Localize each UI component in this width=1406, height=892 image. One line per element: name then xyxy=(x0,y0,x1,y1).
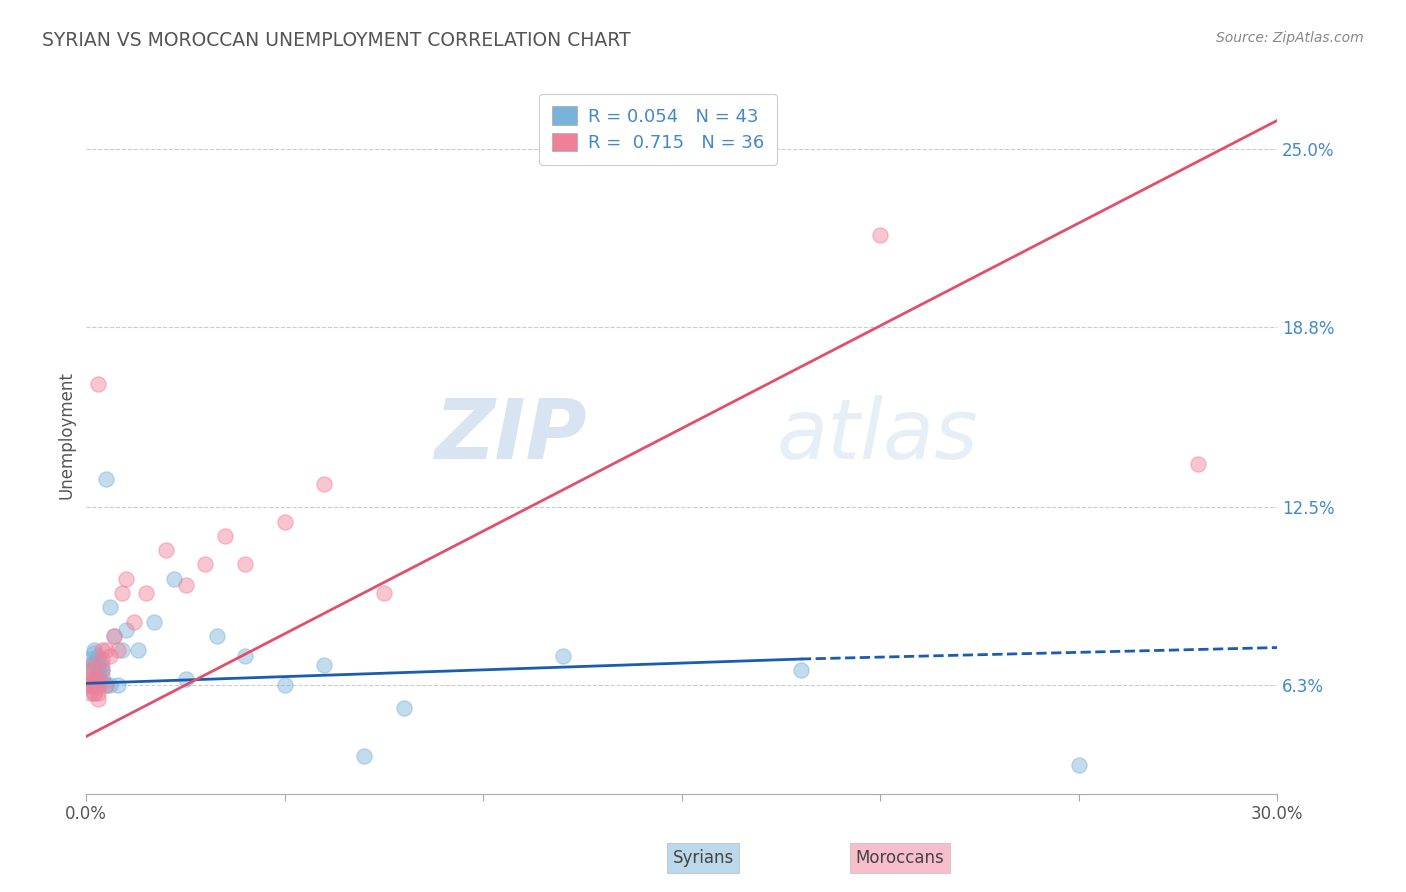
Point xyxy=(83,678,105,692)
Point xyxy=(233,649,256,664)
Point xyxy=(314,477,336,491)
Text: ZIP: ZIP xyxy=(434,395,586,476)
Point xyxy=(83,643,105,657)
Point xyxy=(122,615,145,629)
Point xyxy=(87,649,110,664)
Point xyxy=(233,558,256,572)
Point xyxy=(83,678,105,692)
Point xyxy=(83,646,105,660)
Point xyxy=(103,629,125,643)
Legend: R = 0.054   N = 43, R =  0.715   N = 36: R = 0.054 N = 43, R = 0.715 N = 36 xyxy=(538,94,776,165)
Point xyxy=(135,586,157,600)
Text: Source: ZipAtlas.com: Source: ZipAtlas.com xyxy=(1216,31,1364,45)
Text: Syrians: Syrians xyxy=(672,849,734,867)
Point xyxy=(83,672,105,686)
Point xyxy=(83,664,105,678)
Text: atlas: atlas xyxy=(778,395,979,476)
Point xyxy=(87,660,110,674)
Point xyxy=(83,686,105,700)
Point xyxy=(111,643,134,657)
Point xyxy=(869,227,891,242)
Text: Moroccans: Moroccans xyxy=(855,849,945,867)
Point xyxy=(83,657,105,672)
Point xyxy=(314,657,336,672)
Point xyxy=(274,678,297,692)
Point xyxy=(87,672,110,686)
Point xyxy=(107,678,129,692)
Point xyxy=(87,376,110,391)
Point xyxy=(142,615,165,629)
Point xyxy=(790,664,813,678)
Point xyxy=(91,675,114,690)
Point xyxy=(87,652,110,666)
Point xyxy=(79,678,101,692)
Point xyxy=(115,572,138,586)
Point xyxy=(551,649,574,664)
Point xyxy=(162,572,184,586)
Point xyxy=(127,643,149,657)
Point xyxy=(79,664,101,678)
Point xyxy=(94,471,117,485)
Point xyxy=(87,672,110,686)
Point xyxy=(194,558,217,572)
Point xyxy=(274,515,297,529)
Point xyxy=(91,669,114,683)
Point xyxy=(87,692,110,706)
Point xyxy=(79,652,101,666)
Point xyxy=(79,686,101,700)
Point xyxy=(91,664,114,678)
Point xyxy=(83,655,105,669)
Point xyxy=(87,686,110,700)
Text: SYRIAN VS MOROCCAN UNEMPLOYMENT CORRELATION CHART: SYRIAN VS MOROCCAN UNEMPLOYMENT CORRELAT… xyxy=(42,31,631,50)
Point xyxy=(373,586,395,600)
Point xyxy=(87,666,110,681)
Point xyxy=(87,678,110,692)
Point xyxy=(392,700,415,714)
Point xyxy=(91,652,114,666)
Point xyxy=(87,657,110,672)
Point xyxy=(174,577,197,591)
Point xyxy=(83,672,105,686)
Point xyxy=(155,543,177,558)
Point xyxy=(115,624,138,638)
Point xyxy=(79,664,101,678)
Point xyxy=(107,643,129,657)
Point xyxy=(94,643,117,657)
Point xyxy=(91,664,114,678)
Point xyxy=(94,678,117,692)
Point xyxy=(214,529,236,543)
Y-axis label: Unemployment: Unemployment xyxy=(58,372,75,500)
Point xyxy=(111,586,134,600)
Point xyxy=(87,678,110,692)
Point xyxy=(103,629,125,643)
Point xyxy=(91,643,114,657)
Point xyxy=(79,678,101,692)
Point xyxy=(1187,457,1209,471)
Point xyxy=(79,678,101,692)
Point xyxy=(79,672,101,686)
Point xyxy=(207,629,229,643)
Point xyxy=(98,678,121,692)
Point xyxy=(174,672,197,686)
Point xyxy=(83,686,105,700)
Point xyxy=(1067,758,1090,772)
Point xyxy=(91,657,114,672)
Point xyxy=(94,678,117,692)
Point xyxy=(353,749,375,764)
Point xyxy=(79,657,101,672)
Point xyxy=(98,649,121,664)
Point xyxy=(98,600,121,615)
